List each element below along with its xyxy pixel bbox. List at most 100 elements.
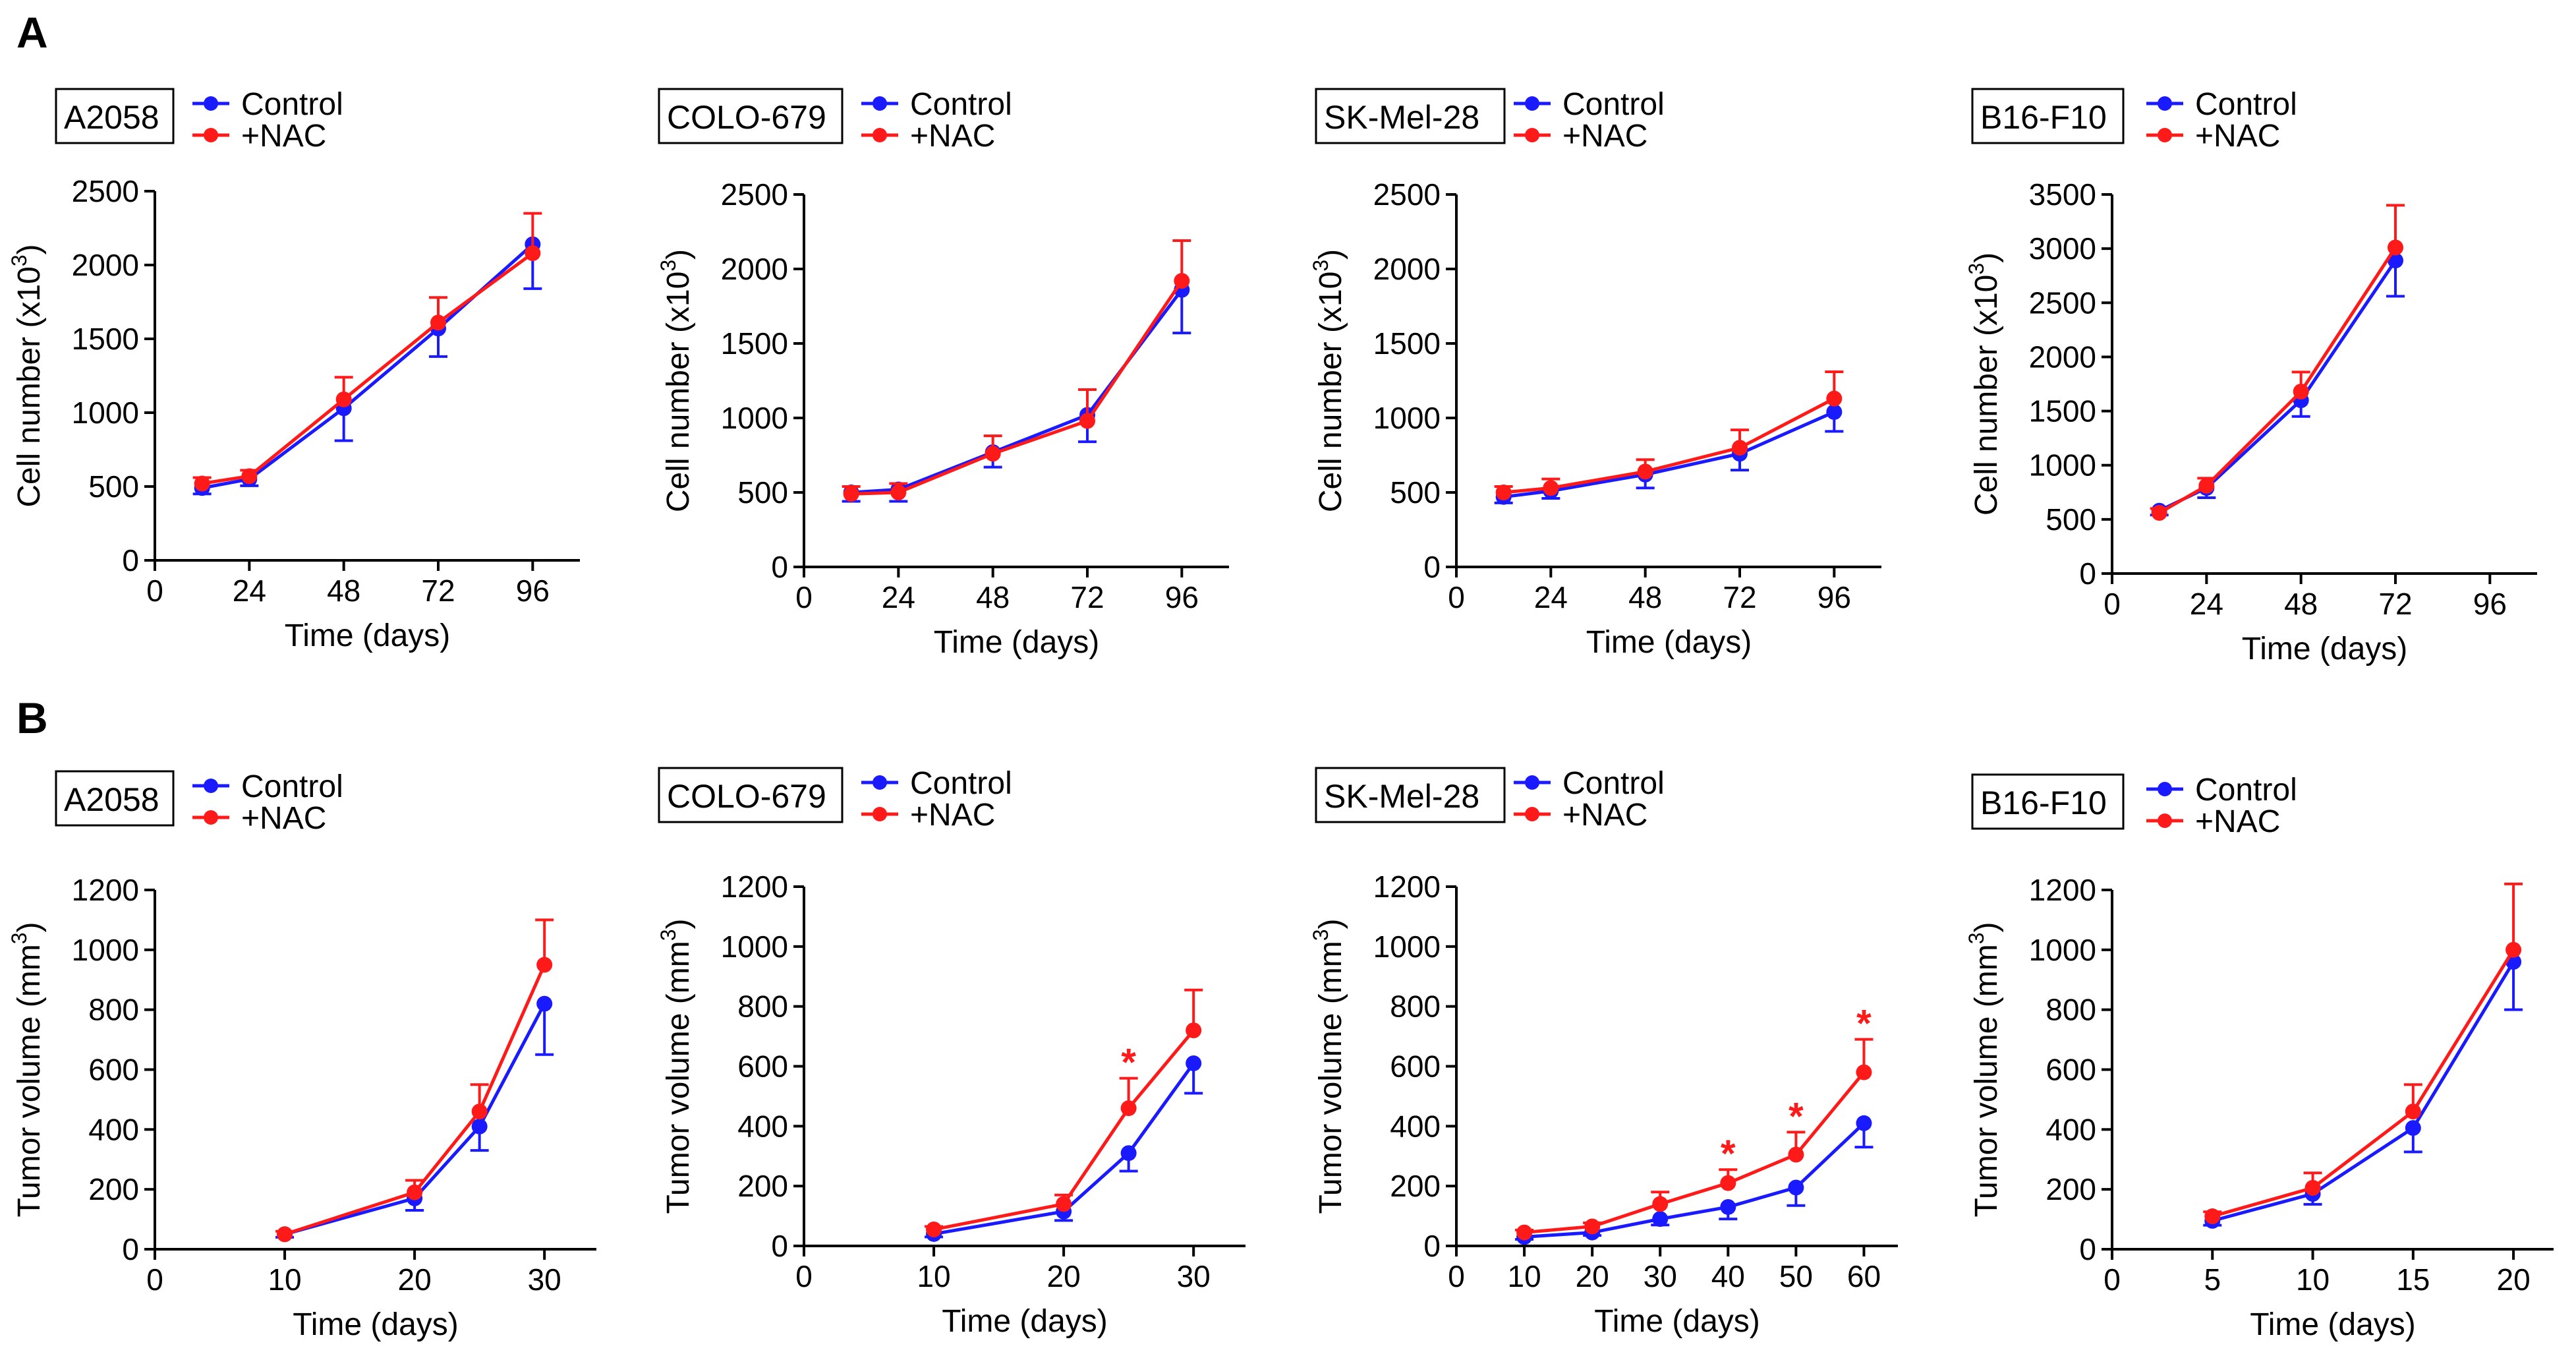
chart-A-COLO-679: COLO-679 Control+NAC 0 500 1000 1500 2000 2500 0… xyxy=(656,87,1229,660)
legend-label-control: Control xyxy=(241,87,343,122)
y-tick-label: 800 xyxy=(1390,989,1441,1024)
x-axis-title: Time (days) xyxy=(1586,625,1752,660)
y-tick-label: 500 xyxy=(737,475,788,510)
legend-label-nac: +NAC xyxy=(1562,798,1647,833)
y-tick-label: 1500 xyxy=(2029,394,2096,428)
y-axis-title-end: ) xyxy=(1969,252,2004,263)
x-tick-label: 20 xyxy=(398,1262,432,1297)
series-nac xyxy=(192,212,542,492)
series-control xyxy=(925,1055,1203,1242)
data-point-nac xyxy=(1788,1146,1804,1163)
x-tick-label: 15 xyxy=(2396,1262,2430,1297)
y-tick-label: 500 xyxy=(88,469,139,504)
x-tick-label: 50 xyxy=(1779,1259,1813,1293)
y-tick-label: 0 xyxy=(2079,1232,2096,1266)
y-tick-label: 400 xyxy=(88,1112,139,1146)
legend-label-control: Control xyxy=(2195,773,2297,808)
chart-A-SK-Mel-28: SK-Mel-28 Control+NAC 0 500 1000 1500 2000 2500… xyxy=(1309,87,1881,660)
x-tick-label: 48 xyxy=(1628,580,1662,614)
data-point-control xyxy=(2388,252,2403,269)
y-tick-label: 2500 xyxy=(721,177,788,212)
y-tick-label: 1000 xyxy=(721,930,788,964)
x-tick-label: 60 xyxy=(1847,1259,1881,1293)
x-tick-label: 40 xyxy=(1711,1259,1745,1293)
x-tick-label: 20 xyxy=(1576,1259,1609,1293)
legend-label-nac: +NAC xyxy=(241,801,326,836)
cell-line-label-box xyxy=(658,88,844,144)
legend-label-nac: +NAC xyxy=(2195,804,2280,839)
y-tick-label: 500 xyxy=(1390,475,1441,510)
series-line-control xyxy=(202,243,534,490)
data-point-nac xyxy=(1120,1100,1137,1117)
y-axis-title-sup: 3 xyxy=(1309,929,1332,941)
x-tick-label: 5 xyxy=(2204,1262,2221,1297)
y-axis-title-main: Tumor volume (mm xyxy=(661,941,696,1214)
significance-marker: * xyxy=(1856,1003,1872,1046)
y-tick-label: 2500 xyxy=(72,174,139,208)
x-axis-title: Time (days) xyxy=(293,1307,459,1342)
y-tick-label: 1500 xyxy=(72,322,139,356)
x-tick-label: 0 xyxy=(795,580,813,614)
data-point-control xyxy=(1788,1179,1804,1196)
cell-line-label-box xyxy=(658,767,844,823)
y-axis-title-end: ) xyxy=(12,922,47,932)
data-point-nac xyxy=(2304,1179,2321,1196)
y-tick-label: 200 xyxy=(1390,1169,1441,1203)
series-line-control xyxy=(1524,1121,1866,1239)
x-axis-title: Time (days) xyxy=(934,625,1100,660)
data-point-control xyxy=(1856,1115,1872,1131)
chart-B-SK-Mel-28: SK-Mel-28 Control+NAC02004006008001000120… xyxy=(1309,766,1898,1339)
cell-line-label-box xyxy=(55,770,175,827)
series-nac xyxy=(1515,1038,1874,1241)
data-point-nac xyxy=(1826,390,1843,407)
legend-marker-control xyxy=(204,96,218,111)
y-axis-title: Cell number (x103) xyxy=(7,244,47,507)
cell-line-label: A2058 xyxy=(64,781,159,818)
legend-marker-nac xyxy=(1525,128,1539,142)
series-nac xyxy=(2150,204,2405,521)
legend-label-nac: +NAC xyxy=(1562,119,1647,154)
series-line-nac xyxy=(2212,949,2515,1218)
y-tick-label: 3500 xyxy=(2029,177,2096,212)
x-tick-label: 96 xyxy=(2473,587,2507,621)
cell-line-label-box xyxy=(1315,88,1506,144)
y-tick-label: 0 xyxy=(1423,1229,1441,1263)
data-point-nac xyxy=(1174,273,1190,289)
y-tick-label: 2000 xyxy=(2029,340,2096,374)
legend-marker-nac xyxy=(2158,128,2172,142)
legend-marker-nac xyxy=(2158,813,2172,828)
y-tick-label: 1000 xyxy=(1373,401,1441,435)
data-point-nac xyxy=(1637,463,1653,480)
data-point-nac xyxy=(471,1104,488,1120)
x-tick-label: 0 xyxy=(1448,580,1465,614)
y-axis-title-main: Cell number (x10 xyxy=(1969,275,2004,516)
data-point-control xyxy=(2405,1120,2421,1137)
legend-marker-control xyxy=(2158,782,2172,796)
x-axis-title: Time (days) xyxy=(942,1304,1108,1339)
data-point-nac xyxy=(241,468,258,485)
data-point-nac xyxy=(1186,1022,1202,1038)
cell-line-label: B16-F10 xyxy=(1980,784,2107,821)
x-tick-label: 48 xyxy=(2284,587,2318,621)
series-nac xyxy=(2203,882,2523,1225)
x-tick-label: 10 xyxy=(2296,1262,2330,1297)
legend-label-control: Control xyxy=(1562,766,1665,801)
y-tick-label: 400 xyxy=(737,1109,788,1143)
data-point-nac xyxy=(843,486,859,502)
data-point-nac xyxy=(2151,505,2167,521)
legend-marker-nac xyxy=(873,128,887,142)
y-tick-label: 1200 xyxy=(1373,870,1441,904)
series-nac xyxy=(275,918,554,1243)
data-point-control xyxy=(1186,1055,1202,1071)
legend-marker-nac xyxy=(1525,807,1539,821)
data-point-nac xyxy=(1056,1196,1072,1212)
cell-line-label: B16-F10 xyxy=(1980,99,2107,136)
x-tick-label: 24 xyxy=(1534,580,1568,614)
x-axis-title: Time (days) xyxy=(285,618,451,653)
series-line-control xyxy=(851,289,1184,494)
cell-line-label: COLO-679 xyxy=(667,99,826,136)
cell-line-label-box xyxy=(1315,767,1506,823)
legend-label-nac: +NAC xyxy=(910,798,995,833)
series-line-nac xyxy=(2158,247,2397,515)
